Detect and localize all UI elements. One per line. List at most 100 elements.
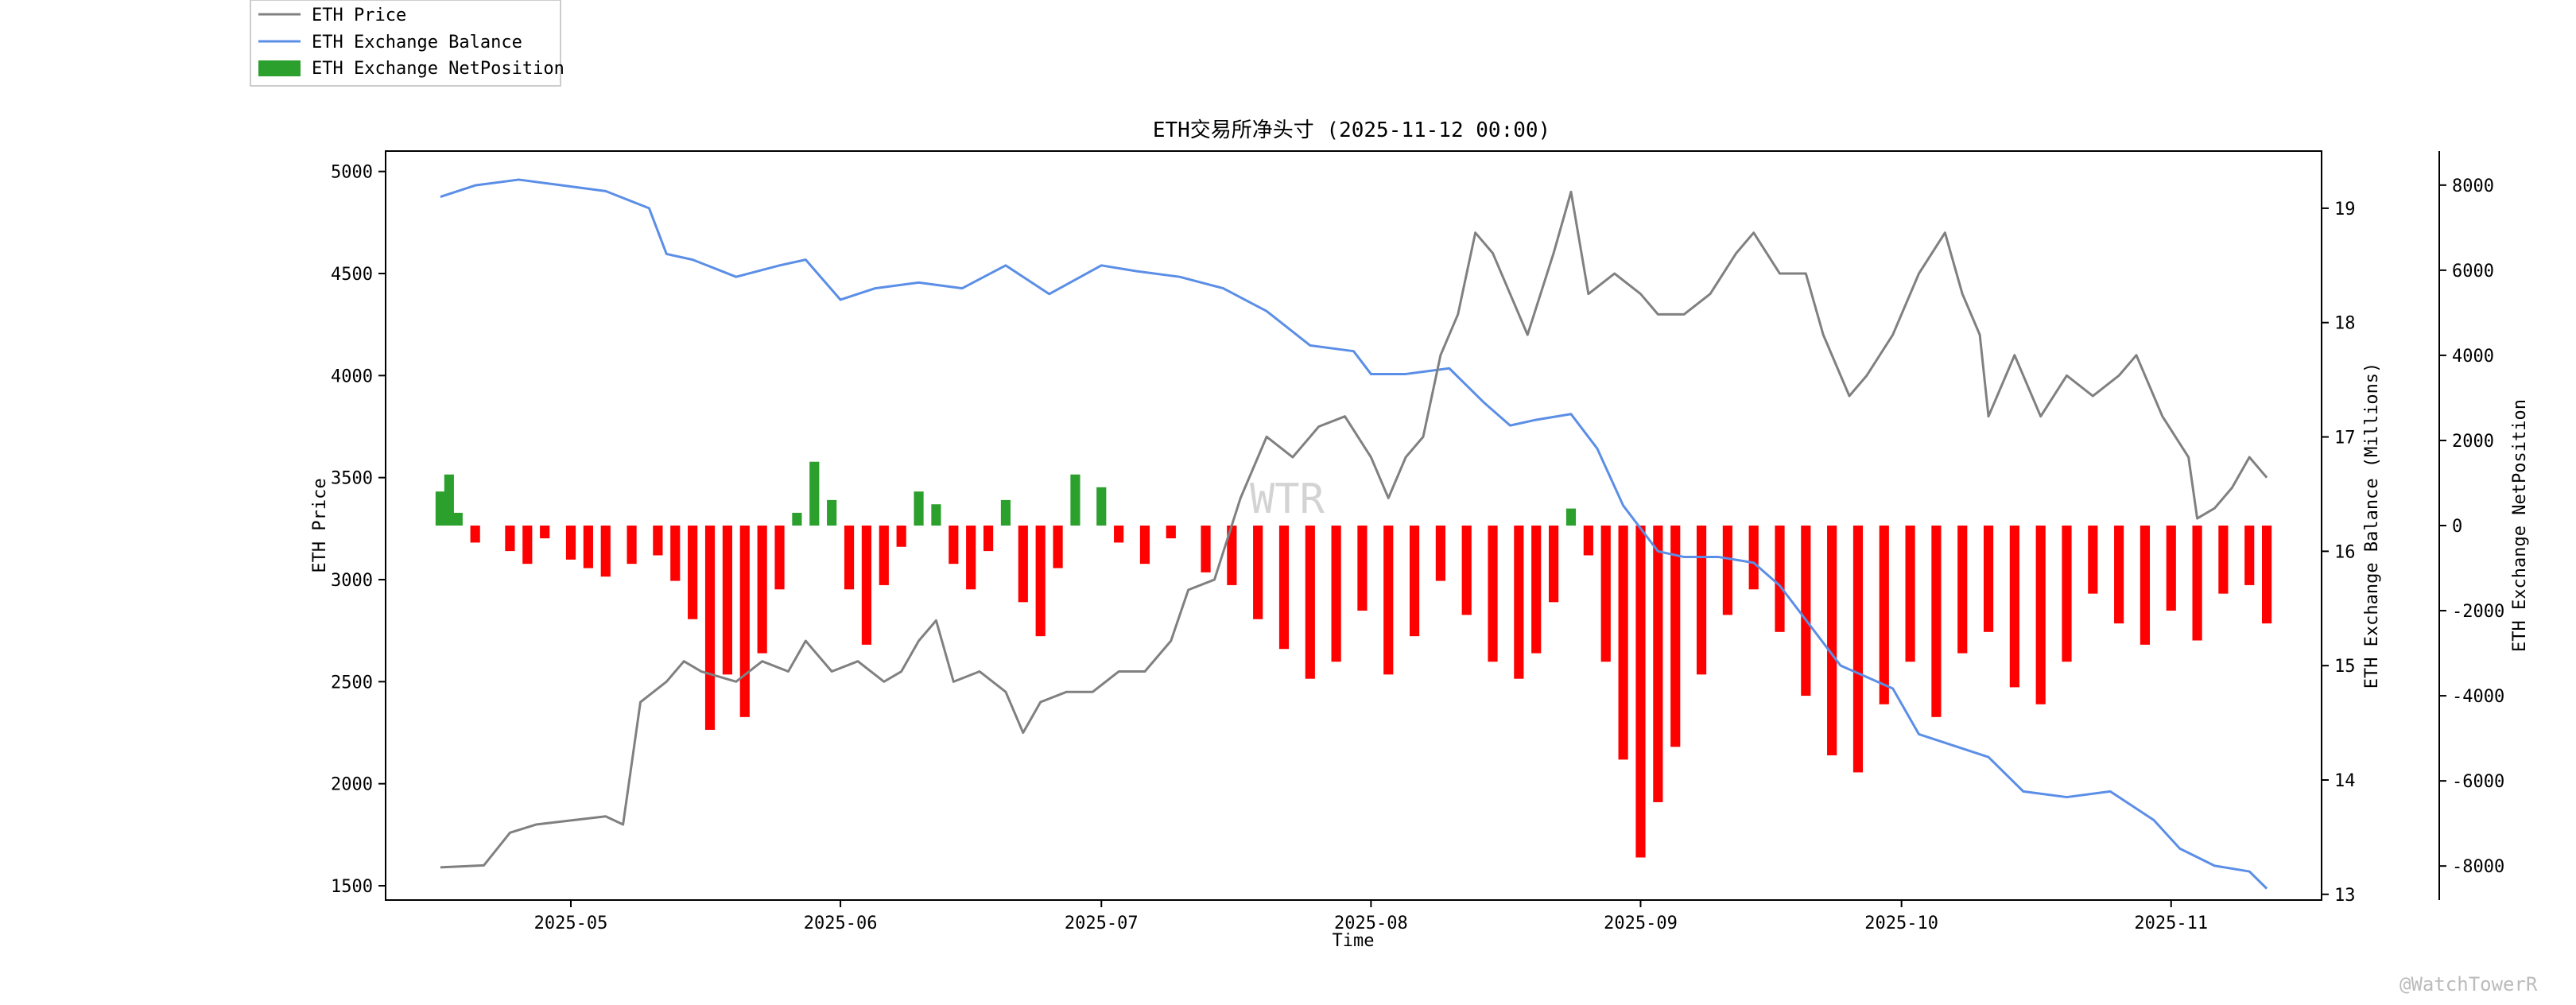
netposition-bar-84 bbox=[2262, 526, 2272, 624]
netposition-bar-43 bbox=[1278, 526, 1290, 650]
netposition-bar-11 bbox=[653, 526, 663, 556]
netposition-bar-10 bbox=[627, 526, 637, 565]
netposition-bar-33 bbox=[1035, 526, 1046, 637]
netposition-bar-73 bbox=[1983, 526, 1994, 632]
netposition-bar-21 bbox=[827, 499, 837, 526]
netposition-bar-27 bbox=[931, 504, 941, 526]
y-right-balance-tick-label-4: 17 bbox=[2334, 429, 2356, 448]
netposition-bar-13 bbox=[688, 526, 698, 619]
netposition-bar-12 bbox=[670, 526, 681, 581]
netposition-bar-59 bbox=[1635, 526, 1646, 858]
netposition-bar-4 bbox=[505, 526, 515, 552]
netposition-bar-65 bbox=[1775, 526, 1785, 632]
netposition-bar-42 bbox=[1253, 526, 1263, 619]
y-right-netposition-tick-label-6: -4000 bbox=[2452, 687, 2504, 707]
netposition-bar-66 bbox=[1801, 526, 1811, 697]
netposition-bar-17 bbox=[757, 526, 767, 654]
eth-price-line bbox=[440, 190, 2268, 869]
netposition-bar-25 bbox=[896, 526, 906, 547]
netposition-bar-20 bbox=[809, 461, 820, 526]
netposition-bar-0 bbox=[435, 491, 446, 526]
netposition-bar-28 bbox=[949, 526, 959, 565]
x-tick-label-1: 2025-06 bbox=[804, 914, 878, 933]
netposition-bar-53 bbox=[1531, 526, 1542, 654]
netposition-bar-31 bbox=[1000, 499, 1011, 526]
y-left-tick-label-0: 1500 bbox=[331, 877, 373, 897]
netposition-bar-69 bbox=[1879, 526, 1889, 704]
netposition-bar-81 bbox=[2192, 526, 2202, 641]
x-tick-label-3: 2025-08 bbox=[1334, 914, 1408, 933]
netposition-bar-52 bbox=[1514, 526, 1524, 679]
legend-swatch-netposition bbox=[258, 60, 301, 76]
legend-label-netposition: ETH Exchange NetPosition bbox=[312, 59, 564, 79]
netposition-bar-9 bbox=[600, 526, 611, 577]
y-right-balance-tick-label-2: 15 bbox=[2334, 657, 2356, 677]
netposition-bar-14 bbox=[704, 526, 716, 730]
netposition-bar-55 bbox=[1565, 508, 1577, 526]
netposition-bar-40 bbox=[1201, 526, 1211, 572]
y-right-balance-tick-label-5: 18 bbox=[2334, 314, 2356, 334]
x-axis: 2025-05 2025-06 2025-07 2025-08 2025-09 2025-… bbox=[534, 900, 2208, 933]
netposition-bar-22 bbox=[844, 526, 855, 590]
y-left-tick-label-4: 3500 bbox=[331, 469, 373, 489]
netposition-bar-44 bbox=[1305, 526, 1315, 679]
netposition-bar-75 bbox=[2035, 526, 2046, 704]
netposition-bar-49 bbox=[1435, 526, 1445, 581]
y-axis-left: 1500 2000 2500 3000 3500 4000 4500 5000 bbox=[331, 163, 386, 897]
legend-label-exchange-balance: ETH Exchange Balance bbox=[312, 33, 522, 52]
y-right-netposition-tick-label-8: -8000 bbox=[2452, 857, 2504, 877]
netposition-bar-60 bbox=[1653, 526, 1663, 802]
netposition-bar-56 bbox=[1583, 526, 1593, 556]
line-series bbox=[440, 178, 2268, 890]
watermark: WTR bbox=[1250, 475, 1325, 523]
netposition-bar-29 bbox=[966, 526, 976, 590]
x-tick-label-6: 2025-11 bbox=[2134, 914, 2208, 933]
netposition-bar-1 bbox=[444, 474, 454, 526]
exchange-balance-line bbox=[440, 178, 2268, 890]
y-axis-right-netposition: 8000 6000 4000 2000 0 -2000 -4000 -6000 -8000 bbox=[2439, 177, 2504, 877]
netposition-bar-68 bbox=[1852, 526, 1864, 773]
credit-text: @WatchTowerR bbox=[2399, 973, 2538, 995]
y-right-netposition-tick-label-3: 2000 bbox=[2452, 432, 2494, 452]
netposition-bar-58 bbox=[1618, 526, 1628, 760]
legend: ETH Price ETH Exchange Balance ETH Excha… bbox=[250, 0, 564, 87]
netposition-bar-34 bbox=[1053, 526, 1063, 568]
netposition-bar-63 bbox=[1722, 526, 1732, 615]
y-left-tick-label-5: 4000 bbox=[331, 367, 373, 386]
netposition-bar-51 bbox=[1488, 526, 1498, 662]
netposition-bar-30 bbox=[983, 526, 994, 552]
netposition-bar-15 bbox=[722, 526, 732, 675]
y-left-tick-label-7: 5000 bbox=[331, 163, 373, 183]
y-axis-left-label: ETH Price bbox=[310, 478, 330, 572]
x-axis-label: Time bbox=[1333, 931, 1375, 951]
netposition-bar-82 bbox=[2218, 526, 2229, 594]
netposition-bar-5 bbox=[522, 526, 533, 565]
netposition-bar-2 bbox=[452, 512, 463, 526]
y-right-netposition-tick-label-2: 4000 bbox=[2452, 347, 2494, 367]
netposition-bar-18 bbox=[774, 526, 785, 590]
y-left-tick-label-3: 3000 bbox=[331, 571, 373, 591]
netposition-bar-23 bbox=[861, 526, 872, 645]
y-right-balance-tick-label-6: 19 bbox=[2334, 200, 2356, 219]
netposition-bar-6 bbox=[540, 526, 550, 539]
netposition-bar-72 bbox=[1957, 526, 1968, 654]
netposition-bar-41 bbox=[1227, 526, 1237, 585]
netposition-bar-3 bbox=[470, 526, 480, 543]
netposition-bar-24 bbox=[879, 526, 889, 585]
netposition-bar-67 bbox=[1827, 526, 1837, 756]
netposition-bar-74 bbox=[2009, 526, 2019, 688]
netposition-bar-77 bbox=[2088, 526, 2098, 594]
y-axis-right-netposition-label: ETH Exchange NetPosition bbox=[2510, 399, 2530, 652]
x-tick-label-0: 2025-05 bbox=[534, 914, 608, 933]
netposition-bar-79 bbox=[2140, 526, 2151, 645]
netposition-bar-76 bbox=[2062, 526, 2072, 662]
netposition-bar-19 bbox=[792, 512, 802, 526]
chart-title: ETH交易所净头寸 (2025-11-12 00:00) bbox=[1153, 118, 1550, 142]
netposition-bar-8 bbox=[583, 526, 593, 568]
y-right-netposition-tick-label-1: 6000 bbox=[2452, 262, 2494, 281]
y-right-netposition-tick-label-0: 8000 bbox=[2452, 177, 2494, 196]
y-axis-right-balance-label: ETH Exchange Balance (Millions) bbox=[2362, 363, 2382, 689]
netposition-bar-47 bbox=[1383, 526, 1394, 675]
